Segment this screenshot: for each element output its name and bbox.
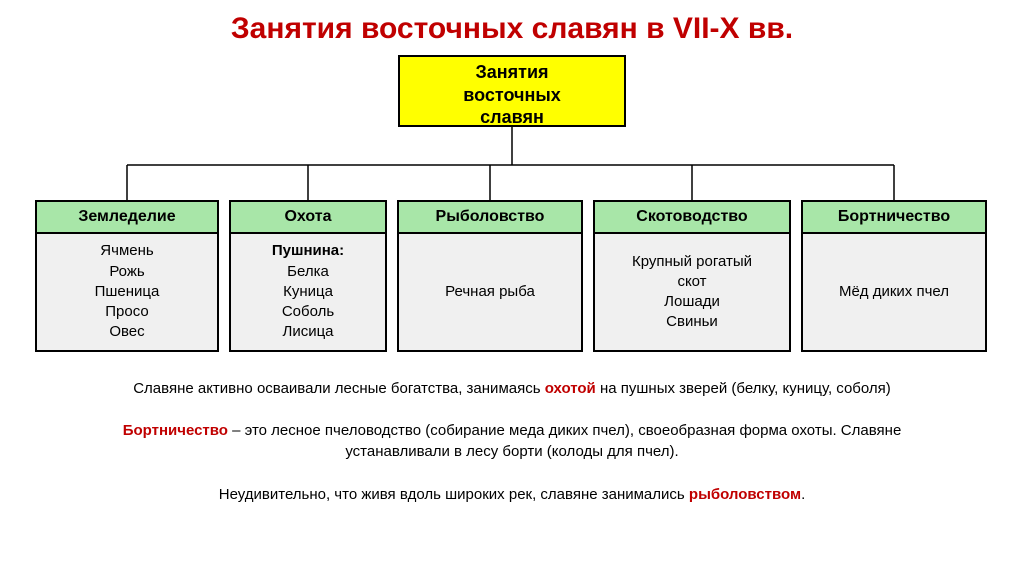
branch-header: Рыболовство	[397, 200, 583, 234]
footer-line: Славяне активно осваивали лесные богатст…	[0, 378, 1024, 399]
root-node: Занятиявосточныхславян	[398, 55, 626, 127]
branch-header: Земледелие	[35, 200, 219, 234]
footer-line: Бортничество – это лесное пчеловодство (…	[0, 420, 1024, 441]
branch-body: ЯчменьРожьПшеницаПросоОвес	[35, 234, 219, 352]
branch-body: Крупный рогатыйскотЛошадиСвиньи	[593, 234, 791, 352]
footer-line: устанавливали в лесу борти (колоды для п…	[0, 441, 1024, 462]
branch-body: Мёд диких пчел	[801, 234, 987, 352]
branch-body: Речная рыба	[397, 234, 583, 352]
footer-line: Неудивительно, что живя вдоль широких ре…	[0, 484, 1024, 505]
branch-header: Охота	[229, 200, 387, 234]
branch-body: Пушнина:БелкаКуницаСобольЛисица	[229, 234, 387, 352]
branch-header: Скотоводство	[593, 200, 791, 234]
branch-header: Бортничество	[801, 200, 987, 234]
page-title: Занятия восточных славян в VII-X вв.	[0, 0, 1024, 54]
